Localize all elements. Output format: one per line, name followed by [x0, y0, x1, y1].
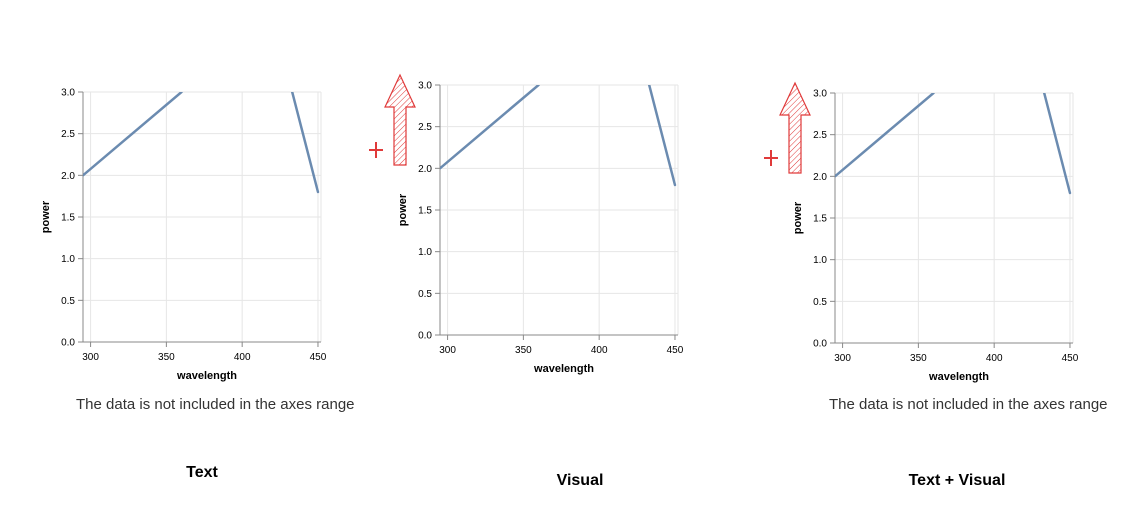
- x-tick-label: 450: [310, 352, 327, 363]
- x-tick-label: 350: [158, 352, 175, 363]
- line-chart: 0.0 0.5 1.0 1.5 2.0 2.5 3.0 300 350 400 450 wavelen…: [40, 88, 327, 383]
- y-tick-label: 3.0: [813, 89, 827, 100]
- x-tick-label: 400: [234, 352, 251, 363]
- out-of-range-arrow: [764, 81, 811, 174]
- y-axis-title: power: [792, 201, 804, 234]
- out-of-range-arrow: [369, 73, 416, 166]
- x-tick-label: 300: [82, 352, 99, 363]
- x-axis-title: wavelength: [176, 370, 237, 382]
- y-tick-label: 3.0: [418, 81, 432, 92]
- series-group: [83, 92, 320, 194]
- y-tick-label: 0.5: [61, 296, 75, 307]
- out-of-range-note: The data is not included in the axes ran…: [76, 396, 355, 413]
- y-axis-title: power: [40, 200, 52, 233]
- y-tick-label: 3.0: [61, 88, 75, 99]
- y-tick-label: 1.0: [61, 254, 75, 265]
- y-tick-label: 0.0: [61, 338, 75, 349]
- x-tick-label: 400: [986, 353, 1003, 364]
- y-tick-label: 2.0: [418, 164, 432, 175]
- y-tick-label: 2.0: [61, 171, 75, 182]
- series-line: [835, 93, 935, 178]
- y-tick-label: 0.0: [813, 339, 827, 350]
- chart-panel-text-visual: 0.0 0.5 1.0 1.5 2.0 2.5 3.0 300 350 400 450 wavelen…: [755, 0, 1147, 519]
- x-tick-label: 350: [910, 353, 927, 364]
- arrow-shape: [779, 81, 811, 174]
- series-line: [83, 92, 183, 177]
- y-tick-label: 1.5: [418, 206, 432, 217]
- series-group: [835, 93, 1072, 195]
- x-tick-label: 450: [1062, 353, 1079, 364]
- y-tick-label: 2.0: [813, 172, 827, 183]
- chart-panel-visual: 0.0 0.5 1.0 1.5 2.0 2.5 3.0 300 350 400 450 wavelen…: [360, 0, 740, 519]
- y-tick-label: 2.5: [813, 130, 827, 141]
- x-axis-title: wavelength: [928, 371, 989, 383]
- panel-caption: Visual: [556, 472, 604, 489]
- y-tick-label: 1.5: [61, 213, 75, 224]
- y-tick-label: 0.5: [813, 297, 827, 308]
- panel-caption: Text + Visual: [908, 472, 1006, 489]
- x-tick-label: 300: [439, 345, 456, 356]
- x-tick-label: 300: [834, 353, 851, 364]
- series-group: [440, 85, 677, 187]
- arrow-shape: [384, 73, 416, 166]
- line-chart: 0.0 0.5 1.0 1.5 2.0 2.5 3.0 300 350 400 450 wavelen…: [369, 73, 684, 375]
- y-tick-label: 0.0: [418, 331, 432, 342]
- x-tick-label: 400: [591, 345, 608, 356]
- y-tick-label: 2.5: [418, 122, 432, 133]
- x-tick-label: 450: [667, 345, 684, 356]
- panel-caption: Text: [186, 464, 218, 481]
- out-of-range-note: The data is not included in the axes ran…: [829, 396, 1108, 413]
- y-tick-label: 1.0: [418, 247, 432, 258]
- y-tick-label: 1.0: [813, 255, 827, 266]
- series-line: [1042, 93, 1072, 195]
- y-tick-label: 1.5: [813, 214, 827, 225]
- y-tick-label: 0.5: [418, 289, 432, 300]
- x-tick-label: 350: [515, 345, 532, 356]
- y-axis-title: power: [397, 193, 409, 226]
- x-axis-title: wavelength: [533, 363, 594, 375]
- line-chart: 0.0 0.5 1.0 1.5 2.0 2.5 3.0 300 350 400 450 wavelen…: [764, 81, 1079, 383]
- chart-panel-text: 0.0 0.5 1.0 1.5 2.0 2.5 3.0 300 350 400 450 wavelen…: [0, 0, 380, 519]
- series-line: [440, 85, 540, 170]
- series-line: [290, 92, 320, 194]
- y-tick-label: 2.5: [61, 129, 75, 140]
- series-line: [647, 85, 677, 187]
